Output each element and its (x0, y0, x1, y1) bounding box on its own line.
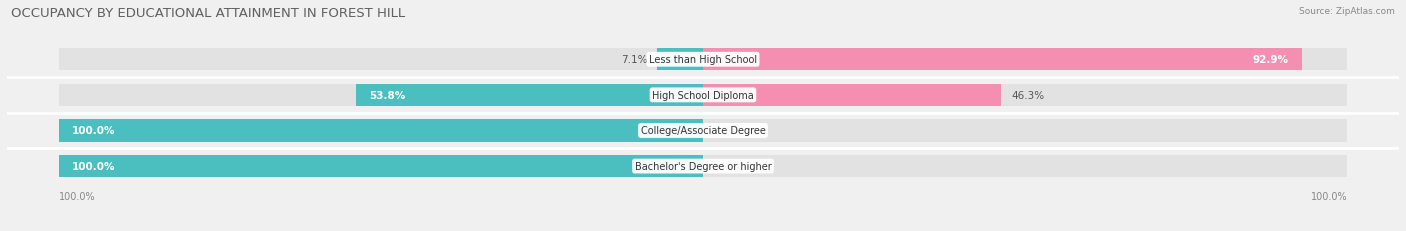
Text: 53.8%: 53.8% (370, 91, 405, 100)
Bar (59, 49, 1347, 71)
Bar (59, 155, 703, 177)
Text: 100.0%: 100.0% (59, 191, 96, 201)
Text: 46.3%: 46.3% (1011, 91, 1045, 100)
Bar (59, 85, 1347, 106)
Bar (703, 49, 1302, 71)
Text: 0.0%: 0.0% (713, 161, 740, 171)
Text: Less than High School: Less than High School (650, 55, 756, 65)
Bar (59, 120, 1347, 142)
Text: OCCUPANCY BY EDUCATIONAL ATTAINMENT IN FOREST HILL: OCCUPANCY BY EDUCATIONAL ATTAINMENT IN F… (11, 7, 405, 20)
Text: 100.0%: 100.0% (72, 126, 115, 136)
Bar (657, 49, 703, 71)
Bar (703, 85, 1001, 106)
Text: Bachelor's Degree or higher: Bachelor's Degree or higher (634, 161, 772, 171)
Bar (59, 155, 1347, 177)
Bar (59, 120, 703, 142)
Text: High School Diploma: High School Diploma (652, 91, 754, 100)
Text: 100.0%: 100.0% (72, 161, 115, 171)
Text: 100.0%: 100.0% (1310, 191, 1347, 201)
Text: 7.1%: 7.1% (621, 55, 648, 65)
Text: 92.9%: 92.9% (1253, 55, 1289, 65)
Text: College/Associate Degree: College/Associate Degree (641, 126, 765, 136)
Text: Source: ZipAtlas.com: Source: ZipAtlas.com (1299, 7, 1395, 16)
Text: 0.0%: 0.0% (713, 126, 740, 136)
Bar (356, 85, 703, 106)
